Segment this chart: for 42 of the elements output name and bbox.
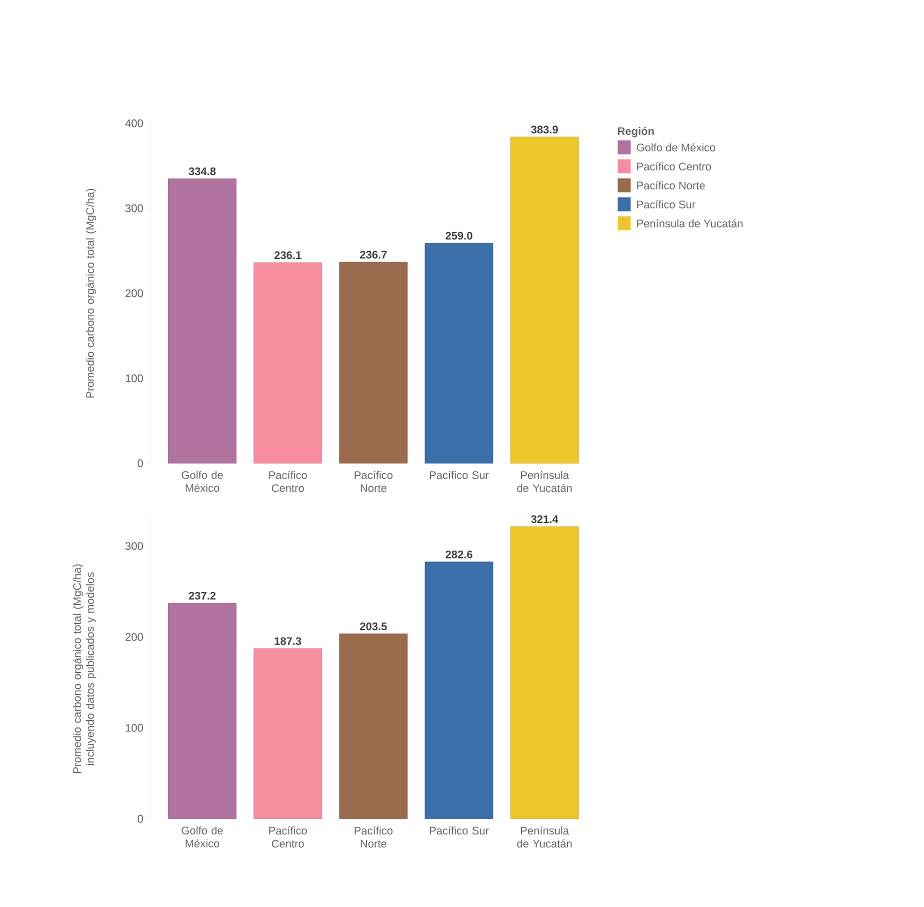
y-tick-label: 200 xyxy=(126,633,143,641)
legend-label: Península de Yucatán xyxy=(637,219,743,228)
bar xyxy=(254,648,322,820)
x-tick-label: Pacífico Norte xyxy=(354,470,393,492)
y-tick-label: 100 xyxy=(126,724,143,732)
y-tick-label: 300 xyxy=(125,204,143,212)
y-tick-label: 200 xyxy=(126,289,143,298)
data-label: 282.6 xyxy=(446,550,472,558)
x-tick-label: Península de Yucatán xyxy=(517,470,572,492)
y-axis-title: Promedio carbono orgánico total (MgC/ha) xyxy=(86,188,96,398)
data-label: 187.3 xyxy=(274,637,302,645)
data-label: 237.2 xyxy=(188,592,216,600)
data-label: 236.1 xyxy=(274,251,302,260)
legend-label: Golfo de México xyxy=(636,143,716,152)
y-tick-label: 100 xyxy=(126,374,143,382)
legend-label: Pacífico Sur xyxy=(637,200,696,208)
x-tick-label: Pacífico Centro xyxy=(269,826,307,848)
legend-label: Pacífico Centro xyxy=(637,162,711,170)
x-tick-label: Pacífico Sur xyxy=(430,470,489,480)
data-label: 236.7 xyxy=(360,250,387,259)
x-tick-label: Pacífico Centro xyxy=(269,470,307,492)
bar xyxy=(510,526,579,820)
y-tick-label: 0 xyxy=(138,814,143,823)
bar xyxy=(339,634,408,820)
data-label: 383.9 xyxy=(531,126,558,134)
x-tick-label: Península de Yucatán xyxy=(517,826,572,848)
y-tick-label: 400 xyxy=(125,119,143,128)
legend-title: Región xyxy=(618,126,654,138)
x-tick-label: Golfo de México xyxy=(182,470,223,492)
x-tick-label: Pacífico Norte xyxy=(354,826,393,848)
y-tick-label: 300 xyxy=(125,542,143,550)
data-label: 321.4 xyxy=(531,515,558,524)
bar xyxy=(424,562,494,820)
x-tick-label: Golfo de México xyxy=(182,826,223,848)
x-tick-label: Pacífico Sur xyxy=(430,826,489,835)
data-label: 334.8 xyxy=(188,167,216,176)
y-axis-title: Promedio carbono orgánico total (MgC/ha) incluyendo datos publicados y modelos xyxy=(72,564,96,774)
data-label: 259.0 xyxy=(446,232,472,240)
y-tick-label: 0 xyxy=(138,459,143,468)
bar xyxy=(168,602,236,820)
legend-label: Pacífico Norte xyxy=(637,181,705,190)
data-label: 203.5 xyxy=(360,622,387,630)
